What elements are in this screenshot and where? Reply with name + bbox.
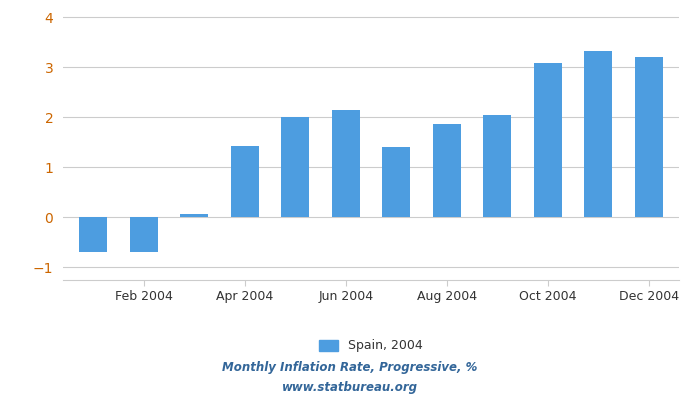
Bar: [281, 117, 309, 217]
Text: Monthly Inflation Rate, Progressive, %: Monthly Inflation Rate, Progressive, %: [223, 362, 477, 374]
Legend: Spain, 2004: Spain, 2004: [314, 334, 428, 358]
Bar: [534, 63, 561, 217]
Bar: [635, 56, 663, 217]
Bar: [231, 146, 259, 217]
Bar: [433, 124, 461, 217]
Bar: [483, 115, 511, 217]
Bar: [382, 147, 410, 217]
Bar: [130, 217, 158, 252]
Bar: [79, 217, 107, 252]
Bar: [332, 110, 360, 217]
Bar: [181, 214, 208, 217]
Text: www.statbureau.org: www.statbureau.org: [282, 382, 418, 394]
Bar: [584, 50, 612, 217]
